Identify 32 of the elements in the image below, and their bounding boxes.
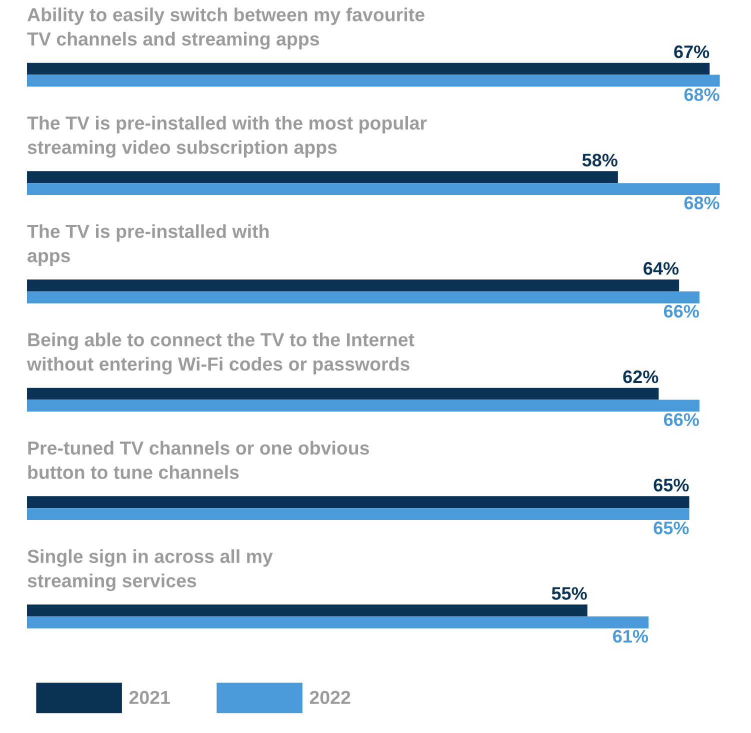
bar	[27, 62, 710, 75]
legend-label: 2022	[310, 690, 350, 704]
y-tick-label: The TV is pre-installed with apps	[27, 224, 269, 266]
data-label: 65%	[654, 478, 689, 492]
bar	[27, 604, 588, 616]
bar	[27, 291, 700, 304]
data-label: 58%	[582, 154, 618, 167]
data-label: 61%	[613, 630, 648, 643]
y-tick-label: Single sign in across all my streaming services	[28, 549, 273, 592]
data-label: 62%	[623, 370, 658, 384]
y-tick-label: The TV is pre-installed with the most popular streaming video subscription apps	[27, 116, 427, 158]
data-label: 66%	[664, 304, 699, 318]
bar	[27, 171, 618, 184]
y-tick-label: Ability to easily switch between my favourite TV channels and streaming apps	[27, 8, 424, 50]
y-tick-label: Pre-tuned TV channels or one obvious button to tune channels	[28, 440, 369, 479]
data-label: 64%	[644, 262, 679, 275]
bar	[27, 496, 690, 508]
bar	[27, 508, 690, 520]
legend-label: 2021	[129, 690, 170, 704]
data-label: 65%	[654, 522, 689, 534]
data-label: 68%	[684, 88, 720, 102]
bar	[27, 388, 659, 400]
bar	[27, 400, 700, 412]
data-label: 55%	[552, 587, 587, 600]
data-label: 67%	[674, 45, 710, 58]
data-label: 66%	[664, 413, 699, 426]
bar	[27, 74, 720, 87]
bar	[27, 616, 649, 628]
bar	[27, 280, 680, 292]
bar	[27, 183, 720, 195]
data-label: 68%	[684, 196, 720, 210]
y-tick-label: Being able to connect the TV to the Internet without entering Wi-Fi codes or passwords	[26, 332, 414, 374]
